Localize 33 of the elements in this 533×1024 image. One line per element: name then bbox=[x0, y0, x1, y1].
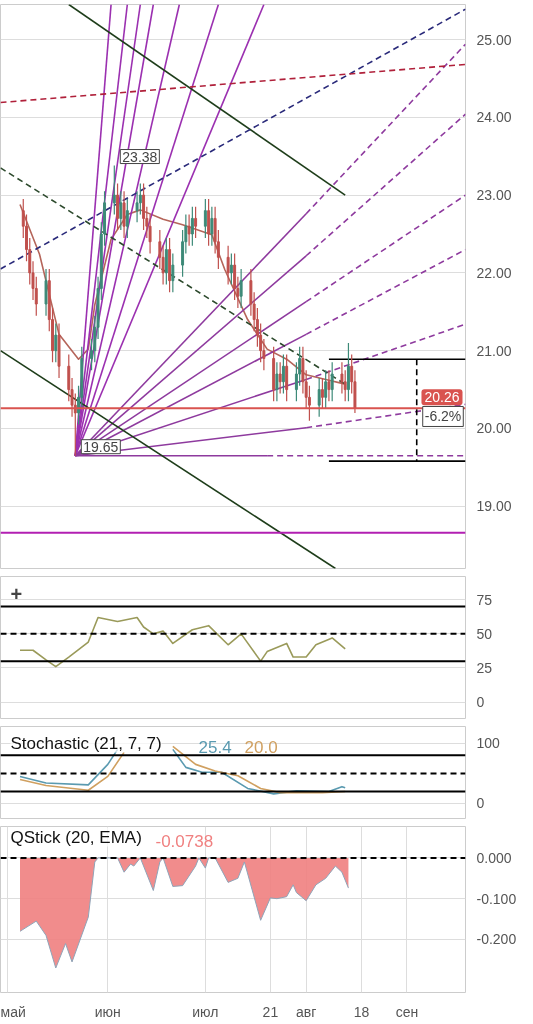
series-label: 25.4 bbox=[198, 737, 232, 757]
y-tick-label: 20.00 bbox=[476, 420, 512, 437]
x-tick-label: сен bbox=[395, 1003, 419, 1020]
x-tick-label: 21 bbox=[262, 1003, 279, 1020]
ref-line-label: 20.26 bbox=[424, 389, 460, 406]
y-tick-label: -0.200 bbox=[476, 931, 517, 948]
chart-title: QStick (20, EMA) bbox=[10, 827, 142, 847]
y-tick-label: 25.00 bbox=[476, 31, 512, 48]
y-tick-label: 0 bbox=[476, 694, 485, 711]
annotation: 23.38 bbox=[122, 148, 158, 165]
y-tick-label: 50 bbox=[476, 625, 493, 642]
annotation: + bbox=[10, 582, 23, 605]
y-tick-label: 23.00 bbox=[476, 187, 512, 204]
series-label: -0.0738 bbox=[155, 831, 214, 851]
y-tick-label: 25 bbox=[476, 659, 493, 676]
x-tick-label: май bbox=[0, 1003, 26, 1020]
annotation: 19.65 bbox=[83, 438, 119, 455]
series-label: 20.0 bbox=[244, 737, 278, 757]
y-tick-label: 19.00 bbox=[476, 498, 512, 515]
y-tick-label: 24.00 bbox=[476, 109, 512, 126]
y-tick-label: -0.100 bbox=[476, 890, 517, 907]
x-tick-label: июл bbox=[192, 1003, 219, 1020]
y-tick-label: 21.00 bbox=[476, 342, 512, 359]
chart-title: Stochastic (21, 7, 7) bbox=[10, 733, 162, 753]
y-tick-label: 100 bbox=[476, 735, 501, 752]
x-tick-label: 18 bbox=[353, 1003, 370, 1020]
y-tick-label: 75 bbox=[476, 591, 493, 608]
y-tick-label: 22.00 bbox=[476, 264, 512, 281]
annotation: -6.2% bbox=[424, 408, 462, 425]
y-tick-label: 0.000 bbox=[476, 849, 512, 866]
x-tick-label: авг bbox=[296, 1003, 317, 1020]
x-tick-label: июн bbox=[94, 1003, 121, 1020]
y-tick-label: 0 bbox=[476, 795, 485, 812]
